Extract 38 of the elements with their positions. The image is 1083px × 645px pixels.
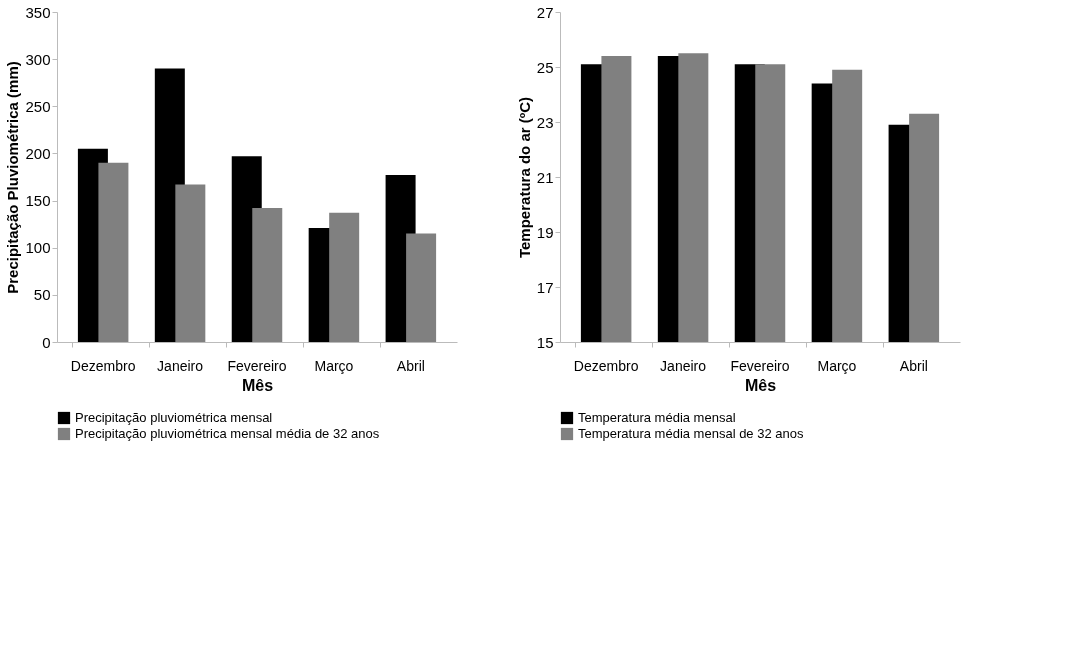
y-tick-label: 19 [536, 223, 554, 241]
legend-label: Precipitação pluviométrica mensal [75, 410, 273, 425]
x-tick-label: Abril [899, 357, 928, 374]
y-tick-label: 15 [536, 333, 554, 351]
x-tick-label: Março [817, 357, 857, 374]
x-axis-title: Mês [241, 376, 274, 394]
x-tick-label: Janeiro [157, 357, 204, 374]
x-tick-label: Março [314, 357, 354, 374]
y-tick-label: 200 [25, 144, 51, 162]
y-axis-title: Precipitação Pluviométrica (mm) [4, 61, 22, 294]
legend-label: Temperatura média mensal de 32 anos [578, 426, 804, 441]
y-tick-label: 50 [33, 286, 51, 304]
y-tick-label: 0 [42, 333, 51, 351]
x-tick-label: Dezembro [70, 357, 136, 374]
y-tick-label: 25 [536, 58, 554, 76]
x-tick-label: Fevereiro [227, 357, 287, 374]
x-tick-label: Janeiro [660, 357, 707, 374]
x-tick-label: Fevereiro [730, 357, 790, 374]
y-tick-label: 350 [25, 3, 51, 21]
legend-label: Precipitação pluviométrica mensal média de 32 anos [75, 426, 380, 441]
y-tick-label: 23 [536, 113, 554, 131]
y-tick-label: 150 [25, 192, 51, 210]
x-axis-title: Mês [744, 376, 777, 394]
bar [406, 233, 437, 342]
y-axis-title: Temperatura do ar (ºC) [515, 96, 533, 259]
y-tick-label: 17 [536, 278, 554, 296]
bar [329, 212, 360, 342]
y-tick-label: 21 [536, 168, 554, 186]
y-tick-label: 250 [25, 97, 51, 115]
x-tick-label: Dezembro [573, 357, 639, 374]
bar [252, 208, 283, 342]
x-tick-label: Abril [396, 357, 425, 374]
y-tick-label: 100 [25, 239, 51, 257]
bar [175, 184, 206, 342]
legend-label: Temperatura média mensal [578, 410, 736, 425]
y-tick-label: 27 [536, 3, 554, 21]
bar [98, 162, 129, 342]
y-tick-label: 300 [25, 50, 51, 68]
